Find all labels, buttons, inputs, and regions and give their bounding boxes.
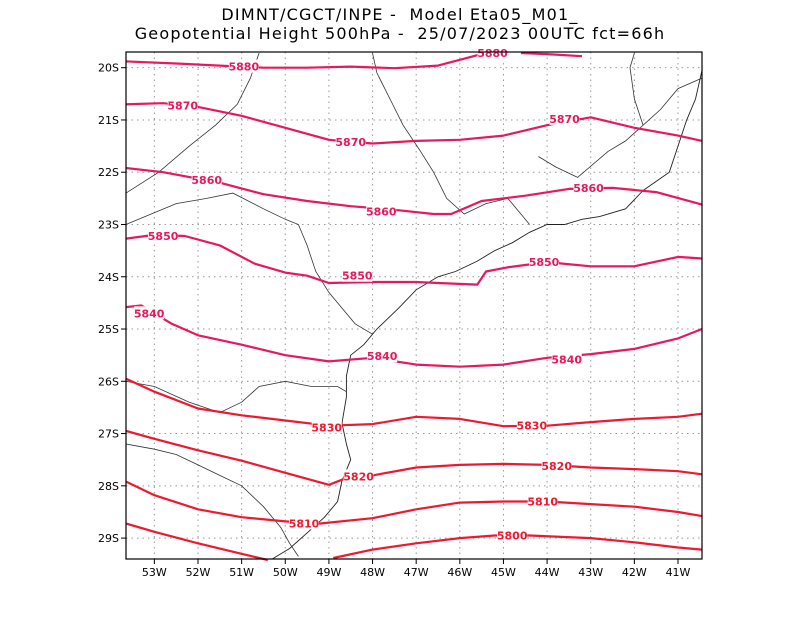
contour-label: 5870: [549, 113, 580, 126]
lat-tick-label: 28S: [98, 480, 119, 493]
state-boundaries: [125, 52, 703, 557]
contour-label: 5880: [477, 47, 508, 60]
contour-label-bg: [148, 228, 179, 242]
lon-tick-label: 44W: [535, 566, 560, 579]
contour-label: 5880: [229, 61, 260, 74]
lon-tick-label: 43W: [578, 566, 603, 579]
contour-label-bg: [529, 255, 560, 269]
lat-tick-label: 25S: [98, 323, 119, 336]
lon-tick-label: 41W: [666, 566, 691, 579]
contour-label: 5840: [367, 350, 398, 363]
contour-label: 5830: [311, 421, 342, 434]
contour-label: 5810: [527, 496, 558, 509]
contour-label: 5860: [191, 174, 222, 187]
lon-tick-label: 48W: [360, 566, 385, 579]
lon-tick-label: 45W: [491, 566, 516, 579]
map-title-line-1: DIMNT/CGCT/INPE - Model Eta05_M01_: [221, 5, 579, 24]
contour-label-bg: [367, 349, 398, 363]
contour-label: 5850: [342, 270, 373, 283]
contour-label: 5840: [551, 353, 582, 366]
contour-label: 5860: [573, 182, 604, 195]
axis-ticks: 53W 52W 51W 50W 49W 48W 47W 46W 45W 44W 43W 42W 41W 2…: [98, 62, 691, 579]
lat-tick-label: 21S: [98, 114, 119, 127]
contour-label-bg: [573, 180, 604, 194]
contour-5880: [125, 51, 504, 70]
contour-label: 5850: [529, 256, 560, 269]
map-gridlines: [126, 52, 702, 559]
lat-tick-label: 24S: [98, 271, 119, 284]
contour-5880: [520, 51, 583, 58]
contour-label: 5820: [541, 460, 572, 473]
lon-tick-label: 52W: [186, 566, 211, 579]
state-boundary-line: [125, 192, 373, 335]
lat-tick-label: 23S: [98, 218, 119, 231]
lat-tick-label: 22S: [98, 166, 119, 179]
lon-tick-label: 42W: [622, 566, 647, 579]
contour-5830: [125, 377, 703, 428]
state-boundary-line: [125, 380, 347, 414]
lon-tick-label: 47W: [404, 566, 429, 579]
contour-label-bg: [541, 458, 572, 472]
contour-label-bg: [342, 268, 373, 282]
lat-tick-label: 20S: [98, 62, 119, 75]
contour-labels: 5880 5880 5870 5870 5870 5860 5860 5860 5850 5850…: [134, 46, 604, 542]
contour-label-bg: [551, 352, 582, 366]
contour-5870: [125, 102, 703, 145]
lon-tick-label: 50W: [273, 566, 298, 579]
state-boundary-line: [125, 443, 299, 557]
height-contours: [125, 51, 703, 562]
contour-label: 5840: [134, 307, 165, 320]
lon-tick-label: 51W: [229, 566, 254, 579]
state-boundary-line: [538, 77, 703, 178]
contour-label: 5820: [343, 470, 374, 483]
contour-label: 5830: [517, 420, 548, 433]
contour-label-bg: [289, 516, 320, 530]
contour-label-bg: [191, 173, 222, 187]
lon-tick-label: 46W: [447, 566, 472, 579]
contour-label: 5850: [148, 230, 179, 243]
map-frame: [125, 51, 703, 560]
contour-label-bg: [167, 98, 198, 112]
contour-5820: [125, 429, 703, 486]
contour-label: 5860: [366, 205, 397, 218]
state-boundary-line: [372, 52, 530, 225]
contour-label-bg: [228, 59, 259, 73]
lat-tick-label: 29S: [98, 532, 119, 545]
contour-5800: [125, 522, 269, 562]
lon-tick-label: 49W: [316, 566, 341, 579]
contour-label: 5870: [335, 136, 366, 149]
contour-label-bg: [549, 111, 580, 125]
lat-tick-label: 27S: [98, 428, 119, 441]
map-title-line-2: Geopotential Height 500hPa - 25/07/2023 …: [134, 24, 666, 43]
lon-tick-label: 53W: [142, 566, 167, 579]
contour-label: 5800: [497, 529, 528, 542]
contour-label-bg: [516, 418, 547, 432]
contour-label-bg: [335, 134, 366, 148]
lat-tick-label: 26S: [98, 375, 119, 388]
contour-label-bg: [527, 494, 558, 508]
contour-label-bg: [497, 528, 528, 542]
contour-label-bg: [366, 204, 397, 218]
contour-label-bg: [343, 469, 374, 483]
contour-5840: [125, 304, 703, 368]
contour-label: 5870: [167, 99, 198, 112]
contour-5850: [125, 233, 703, 286]
contour-label-bg: [311, 420, 342, 434]
contour-label-bg: [134, 306, 165, 320]
contour-5810: [125, 480, 703, 525]
state-boundary-line: [629, 52, 644, 126]
contour-label: 5810: [289, 517, 320, 530]
